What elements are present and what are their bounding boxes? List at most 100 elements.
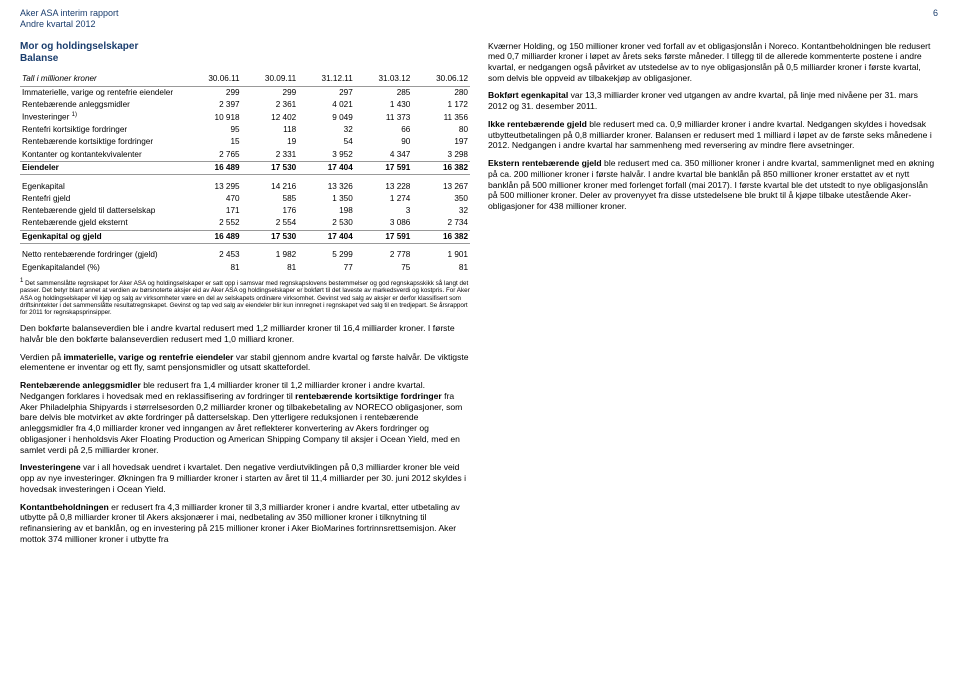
cell: 81 bbox=[242, 262, 299, 274]
table-row: Investeringer 1)10 91812 4029 04911 3731… bbox=[20, 111, 470, 124]
cell: 9 049 bbox=[298, 111, 355, 124]
cell: 12 402 bbox=[242, 111, 299, 124]
cell: 1 982 bbox=[242, 249, 299, 261]
cell: 32 bbox=[412, 205, 470, 217]
cell: 350 bbox=[412, 193, 470, 205]
cell: 11 356 bbox=[412, 111, 470, 124]
cell: 2 554 bbox=[242, 217, 299, 230]
body-paragraph: Bokført egenkapital var 13,3 milliarder … bbox=[488, 90, 938, 111]
row-label: Investeringer 1) bbox=[20, 111, 185, 124]
cell: 66 bbox=[355, 124, 413, 136]
cell: 299 bbox=[185, 86, 242, 99]
total-row: Egenkapital og gjeld 16 489 17 530 17 40… bbox=[20, 230, 470, 243]
row-label: Rentebærende gjeld til datterselskap bbox=[20, 205, 185, 217]
table-caption: Tall i millioner kroner bbox=[20, 72, 185, 87]
body-paragraph: Kontantbeholdningen er redusert fra 4,3 … bbox=[20, 502, 470, 545]
cell: 13 228 bbox=[355, 181, 413, 193]
row-label: Rentebærende gjeld eksternt bbox=[20, 217, 185, 230]
cell: 176 bbox=[242, 205, 299, 217]
cell: 2 778 bbox=[355, 249, 413, 261]
page-header: Aker ASA interim rapport Andre kvartal 2… bbox=[20, 8, 940, 31]
cell: 17 530 bbox=[242, 161, 299, 174]
table-row: Egenkapital13 29514 21613 32613 22813 26… bbox=[20, 181, 470, 193]
body-paragraph: Den bokførte balanseverdien ble i andre … bbox=[20, 323, 470, 344]
cell: 4 347 bbox=[355, 149, 413, 162]
cell: 470 bbox=[185, 193, 242, 205]
table-row: Rentefri kortsiktige fordringer951183266… bbox=[20, 124, 470, 136]
cell: 16 489 bbox=[185, 230, 242, 243]
cell: 75 bbox=[355, 262, 413, 274]
header-company: Aker ASA interim rapport bbox=[20, 8, 940, 19]
cell: 17 404 bbox=[298, 161, 355, 174]
cell: 299 bbox=[242, 86, 299, 99]
page-number: 6 bbox=[933, 8, 938, 19]
cell: 15 bbox=[185, 136, 242, 148]
cell: 16 382 bbox=[412, 230, 470, 243]
balance-table: Tall i millioner kroner 30.06.11 30.09.1… bbox=[20, 72, 470, 274]
cell: 585 bbox=[242, 193, 299, 205]
table-row: Kontanter og kontantekvivalenter2 7652 3… bbox=[20, 149, 470, 162]
cell: 32 bbox=[298, 124, 355, 136]
cell: 1 274 bbox=[355, 193, 413, 205]
cell: 17 591 bbox=[355, 161, 413, 174]
cell: 5 299 bbox=[298, 249, 355, 261]
col-head: 31.12.11 bbox=[298, 72, 355, 87]
cell: Eiendeler bbox=[20, 161, 185, 174]
cell: 118 bbox=[242, 124, 299, 136]
cell: 2 765 bbox=[185, 149, 242, 162]
section-title: Mor og holdingselskaper bbox=[20, 41, 470, 54]
table-row: Immaterielle, varige og rentefrie eiende… bbox=[20, 86, 470, 99]
left-body-text: Den bokførte balanseverdien ble i andre … bbox=[20, 323, 470, 544]
section-subtitle: Balanse bbox=[20, 53, 470, 66]
cell: 16 489 bbox=[185, 161, 242, 174]
cell: 1 430 bbox=[355, 99, 413, 111]
cell: 280 bbox=[412, 86, 470, 99]
body-paragraph: Investeringene var i all hovedsak uendre… bbox=[20, 462, 470, 494]
cell: 2 331 bbox=[242, 149, 299, 162]
cell: 17 404 bbox=[298, 230, 355, 243]
body-paragraph: Verdien på immaterielle, varige og rente… bbox=[20, 352, 470, 373]
row-label: Rentefri kortsiktige fordringer bbox=[20, 124, 185, 136]
cell: 81 bbox=[185, 262, 242, 274]
col-head: 30.06.11 bbox=[185, 72, 242, 87]
cell: 90 bbox=[355, 136, 413, 148]
cell: 13 267 bbox=[412, 181, 470, 193]
cell: 11 373 bbox=[355, 111, 413, 124]
cell: 3 bbox=[355, 205, 413, 217]
cell: 2 552 bbox=[185, 217, 242, 230]
table-row: Rentebærende anleggsmidler2 3972 3614 02… bbox=[20, 99, 470, 111]
body-paragraph: Ikke rentebærende gjeld ble redusert med… bbox=[488, 119, 938, 151]
cell: 285 bbox=[355, 86, 413, 99]
left-column: Mor og holdingselskaper Balanse Tall i m… bbox=[20, 41, 470, 552]
table-row: Rentebærende gjeld eksternt2 5522 5542 5… bbox=[20, 217, 470, 230]
cell: 2 453 bbox=[185, 249, 242, 261]
cell: 297 bbox=[298, 86, 355, 99]
cell: 171 bbox=[185, 205, 242, 217]
body-paragraph: Ekstern rentebærende gjeld ble redusert … bbox=[488, 158, 938, 212]
cell: 81 bbox=[412, 262, 470, 274]
cell: 2 734 bbox=[412, 217, 470, 230]
col-head: 31.03.12 bbox=[355, 72, 413, 87]
cell: 10 918 bbox=[185, 111, 242, 124]
row-label: Rentebærende kortsiktige fordringer bbox=[20, 136, 185, 148]
col-head: 30.06.12 bbox=[412, 72, 470, 87]
table-row: Rentebærende gjeld til datterselskap1711… bbox=[20, 205, 470, 217]
cell: 3 086 bbox=[355, 217, 413, 230]
row-label: Netto rentebærende fordringer (gjeld) bbox=[20, 249, 185, 261]
body-paragraph: Rentebærende anleggsmidler ble redusert … bbox=[20, 380, 470, 455]
table-row: Rentebærende kortsiktige fordringer15195… bbox=[20, 136, 470, 148]
right-column: Kværner Holding, og 150 millioner kroner… bbox=[488, 41, 938, 552]
cell: 17 530 bbox=[242, 230, 299, 243]
header-period: Andre kvartal 2012 bbox=[20, 19, 940, 30]
row-label: Egenkapital bbox=[20, 181, 185, 193]
cell: 13 295 bbox=[185, 181, 242, 193]
cell: 77 bbox=[298, 262, 355, 274]
cell: 2 361 bbox=[242, 99, 299, 111]
cell: Egenkapital og gjeld bbox=[20, 230, 185, 243]
table-row: Netto rentebærende fordringer (gjeld)2 4… bbox=[20, 249, 470, 261]
table-row: Rentefri gjeld4705851 3501 274350 bbox=[20, 193, 470, 205]
cell: 19 bbox=[242, 136, 299, 148]
cell: 13 326 bbox=[298, 181, 355, 193]
cell: 3 952 bbox=[298, 149, 355, 162]
cell: 14 216 bbox=[242, 181, 299, 193]
